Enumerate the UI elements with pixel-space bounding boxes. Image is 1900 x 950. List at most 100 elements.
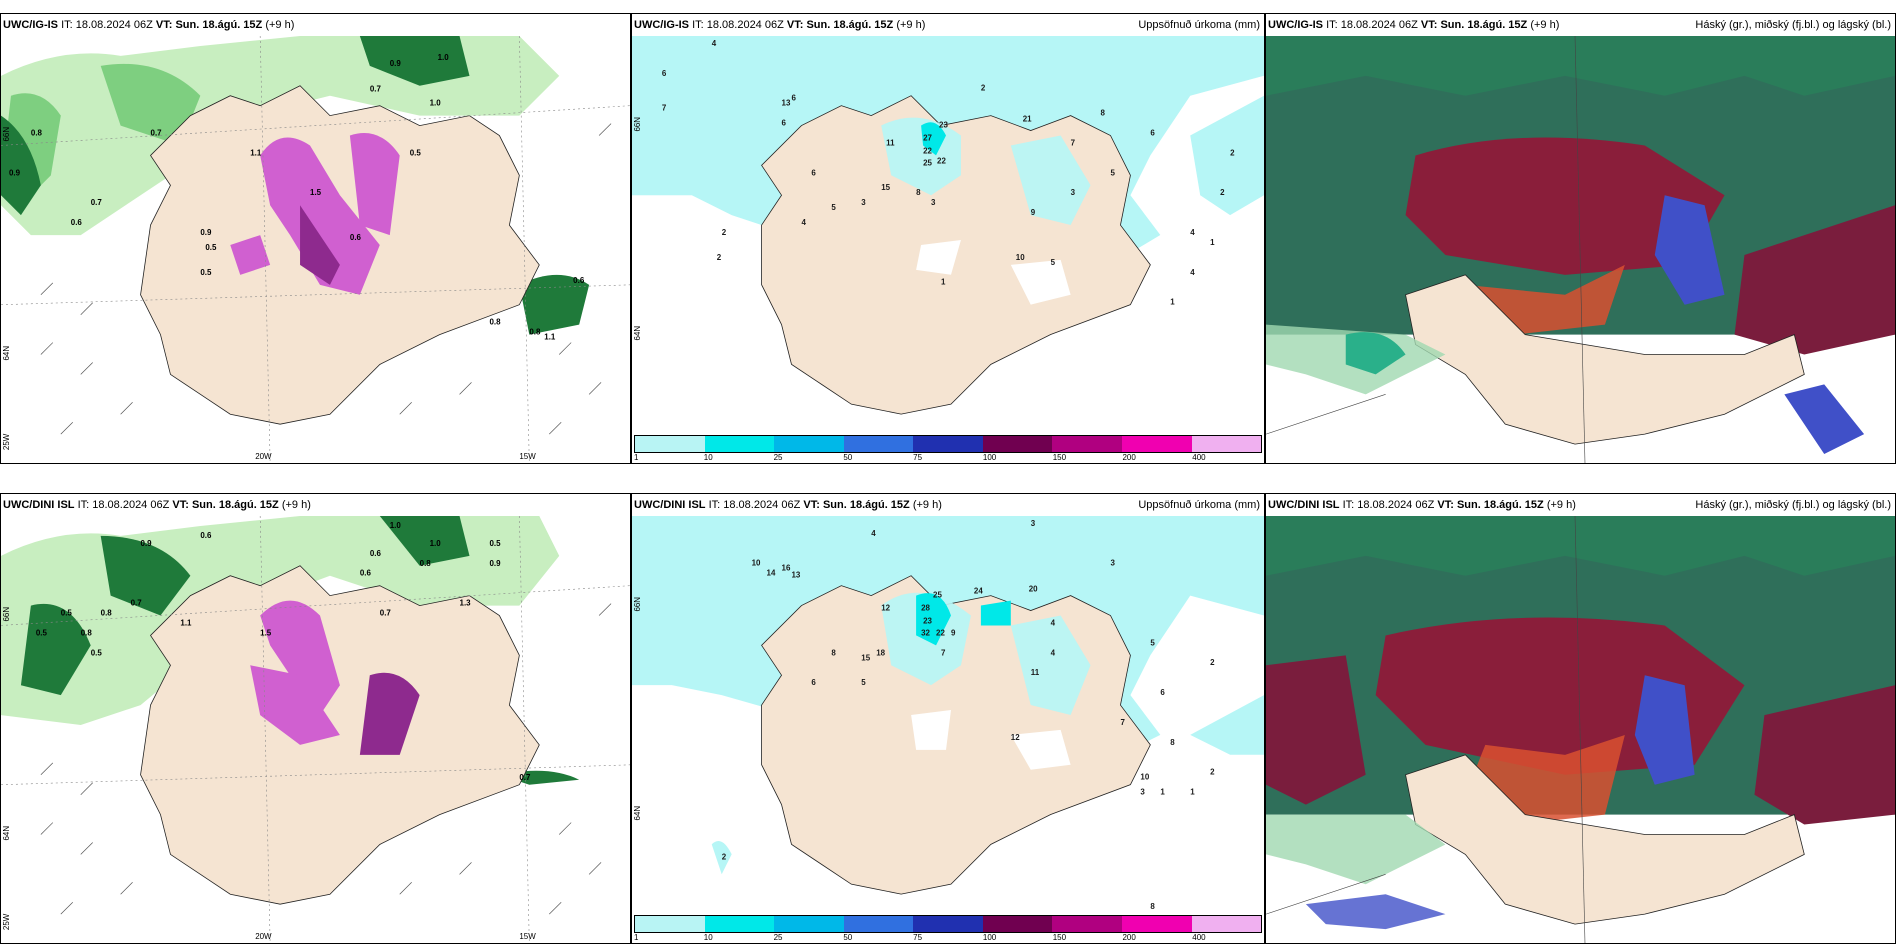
precip-value: 9 <box>951 628 956 637</box>
precip-value: 6 <box>1150 129 1155 138</box>
graticule-line <box>519 36 530 463</box>
precip-value: 22 <box>936 628 945 637</box>
precip-area-mid <box>100 63 201 146</box>
panel-header: UWC/DINI ISL IT: 18.08.2024 06Z VT: Sun.… <box>632 494 1264 516</box>
precip-value: 1.1 <box>250 148 262 157</box>
legend-ticks: 1 10 25 50 75 100 150 200 400 <box>634 453 1262 463</box>
wind-barbs <box>40 603 612 915</box>
precip-value: 13 <box>782 99 791 108</box>
vt-value: Sun. 18.ágú. 15Z <box>822 499 910 511</box>
map-area: 4 6 2 6 7 3 6 13 27 22 23 25 22 21 11 15… <box>632 36 1264 435</box>
it-value: 18.08.2024 06Z <box>706 19 784 31</box>
legend-swatch <box>1121 436 1192 452</box>
precip-value: 6 <box>791 94 796 103</box>
precip-value: 0.5 <box>489 539 501 548</box>
dry-area <box>1010 729 1071 770</box>
cloud-layer-blue <box>1305 894 1446 930</box>
cloud-layer-maroon <box>1266 655 1366 805</box>
model-name: UWC/IG-IS <box>634 19 689 31</box>
precip-value: 1.1 <box>544 333 556 342</box>
lon-label: 25W <box>2 433 11 450</box>
precip-value: 2 <box>1230 148 1235 157</box>
precip-value: 4 <box>1190 268 1195 277</box>
lead-time: (+9 h) <box>1546 499 1576 511</box>
lead-time: (+9 h) <box>912 499 942 511</box>
precip-value: 1 <box>1190 788 1195 797</box>
lon-label: 20W <box>255 932 272 941</box>
cloud-layer-blue <box>1784 384 1865 455</box>
precip-value: 0.9 <box>141 539 153 548</box>
panel-wind-bottom: UWC/DINI ISL IT: 18.08.2024 06Z VT: Sun.… <box>0 493 631 944</box>
panel-precip-bottom: UWC/DINI ISL IT: 18.08.2024 06Z VT: Sun.… <box>631 493 1265 944</box>
precip-value: 6 <box>662 69 667 78</box>
legend-tick: 50 <box>843 933 853 942</box>
graticule-line <box>259 36 271 463</box>
it-label: IT: <box>1342 499 1355 511</box>
it-value: 18.08.2024 06Z <box>1340 19 1418 31</box>
iceland-land <box>1405 754 1805 925</box>
panel-precip-top: UWC/IG-IS IT: 18.08.2024 06Z VT: Sun. 18… <box>631 13 1265 464</box>
it-value: 18.08.2024 06Z <box>92 499 170 511</box>
legend-tick: 1 <box>634 453 639 462</box>
lat-label: 64N <box>2 346 11 361</box>
precip-value: 1.0 <box>438 53 450 62</box>
precip-value: 0.6 <box>360 569 372 578</box>
precip-area-magenta <box>260 137 380 295</box>
lon-label: 15W <box>519 932 536 941</box>
precip-value: 2 <box>717 253 722 262</box>
vt-label: VT: <box>155 19 173 31</box>
legend-tick: 75 <box>913 933 923 942</box>
map-area <box>1266 516 1895 943</box>
legend-swatch <box>982 436 1053 452</box>
precip-value: 6 <box>782 119 787 128</box>
wind-barbs <box>40 123 612 435</box>
precip-value: 0.7 <box>91 198 103 207</box>
legend-swatch <box>1052 916 1122 932</box>
precip-map: 3 4 16 10 14 13 8 12 25 28 23 24 20 32 2… <box>632 516 1264 915</box>
legend-swatch <box>635 916 705 932</box>
legend-swatch <box>843 436 914 452</box>
precip-value: 3 <box>1140 788 1145 797</box>
precip-value: 4 <box>1190 228 1195 237</box>
legend-tick: 200 <box>1122 453 1136 462</box>
cloud-layer-maroon <box>1734 205 1895 355</box>
precip-value: 3 <box>931 198 936 207</box>
vt-value: Sun. 18.ágú. 15Z <box>175 19 263 31</box>
legend-tick: 400 <box>1192 933 1206 942</box>
precip-value: 22 <box>937 156 946 165</box>
precip-value: 0.9 <box>390 59 402 68</box>
precip-area-dark <box>359 36 470 86</box>
precip-map: 4 6 2 6 7 3 6 13 27 22 23 25 22 21 11 15… <box>632 36 1264 435</box>
precip-value: 1.5 <box>260 628 272 637</box>
legend-swatch <box>843 916 914 932</box>
legend-swatch <box>774 436 844 452</box>
panel-header: UWC/IG-IS IT: 18.08.2024 06Z VT: Sun. 18… <box>632 14 1264 36</box>
legend-swatch <box>704 436 775 452</box>
model-name: UWC/IG-IS <box>1268 19 1323 31</box>
precip-value: 2 <box>722 852 727 861</box>
dry-area <box>911 710 951 750</box>
precip-value: 0.8 <box>31 129 43 138</box>
cloud-map <box>1266 516 1895 943</box>
precip-value: 7 <box>1071 138 1076 147</box>
precip-area-light <box>1010 615 1091 716</box>
panel-header: UWC/DINI ISL IT: 18.08.2024 06Z VT: Sun.… <box>1 494 630 516</box>
precip-value: 9 <box>1031 208 1036 217</box>
vt-value: Sun. 18.ágú. 15Z <box>191 499 279 511</box>
precip-value: 1 <box>1170 298 1175 307</box>
cloud-layer-teal <box>1345 332 1406 375</box>
precip-value: 5 <box>831 203 836 212</box>
lead-time: (+9 h) <box>281 499 311 511</box>
it-label: IT: <box>692 19 704 31</box>
panel-title: Uppsöfnuð úrkoma (mm) <box>1138 19 1260 31</box>
precip-area-magenta <box>230 235 271 275</box>
graticule-line <box>1 585 630 626</box>
precip-area-dark <box>100 535 191 616</box>
cloud-layer-blue <box>1654 195 1725 305</box>
dry-area <box>1010 259 1071 305</box>
precip-value: 5 <box>1150 638 1155 647</box>
precip-value: 0.9 <box>200 228 212 237</box>
precip-value: 0.8 <box>81 628 93 637</box>
map-area <box>1266 36 1895 463</box>
precip-value: 11 <box>886 138 895 147</box>
